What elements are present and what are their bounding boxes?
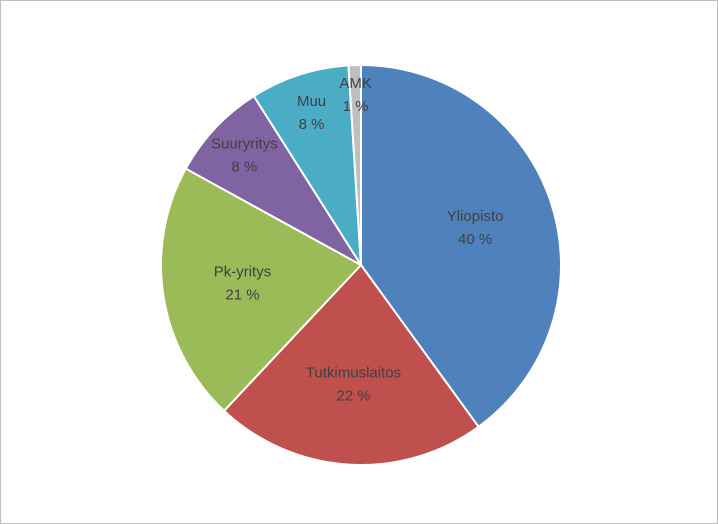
slice-label: Suuryritys	[211, 135, 278, 152]
slice-value-label: 8 %	[299, 116, 325, 133]
pie-slice	[184, 94, 362, 266]
slice-label: Muu	[297, 93, 326, 110]
slice-label: Yliopisto	[447, 208, 504, 225]
slice-value-label: 40 %	[458, 231, 492, 248]
slice-label: AMK	[339, 75, 372, 92]
pie-slice	[252, 64, 362, 266]
pie-slice	[360, 63, 562, 429]
slice-label: Tutkimuslaitos	[306, 365, 401, 382]
pie-slice	[222, 263, 480, 466]
pie-slice	[160, 167, 363, 413]
slice-value-label: 8 %	[231, 158, 257, 175]
slice-value-label: 21 %	[225, 287, 259, 304]
slice-label: Pk-yritys	[214, 264, 272, 281]
slice-value-label: 22 %	[336, 388, 370, 405]
pie-slice	[347, 63, 362, 266]
slice-value-label: 1 %	[343, 98, 369, 115]
